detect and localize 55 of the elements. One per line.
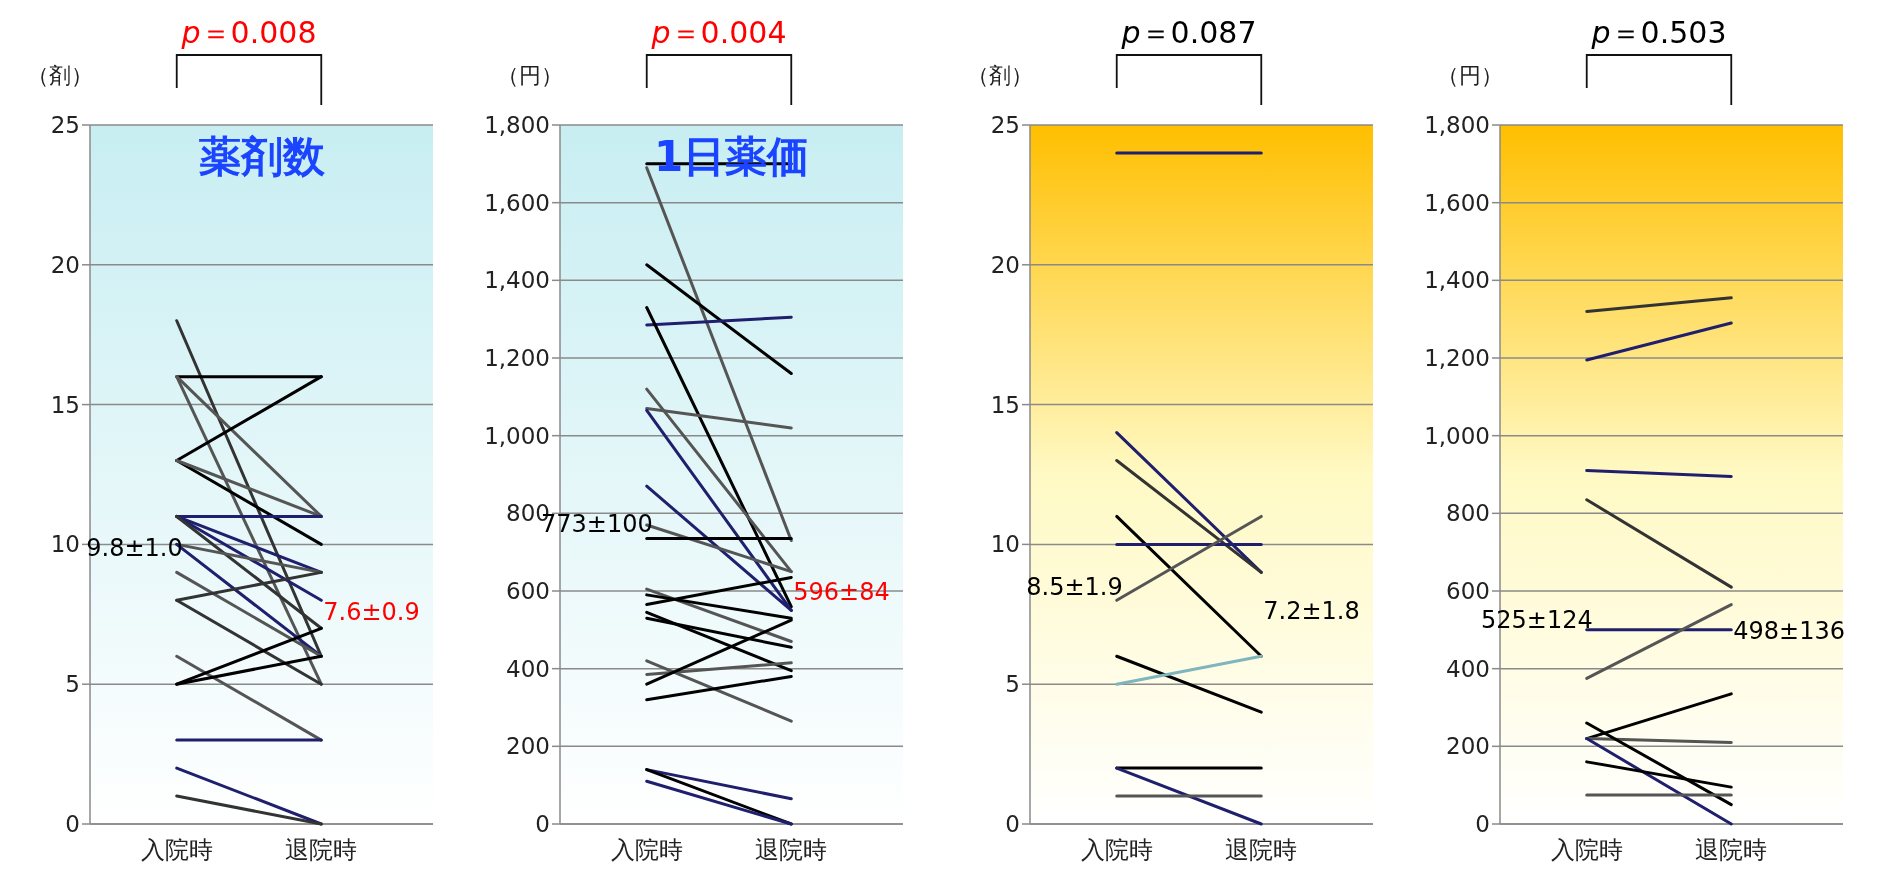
y-tick-label: 1,800 [1424, 112, 1490, 139]
y-tick-label: 400 [1446, 655, 1490, 682]
annotation: 525±124 [1480, 605, 1593, 634]
x-tick-label: 退院時 [1225, 836, 1298, 864]
text: p＝0.008 [180, 15, 317, 50]
annotation: 596±84 [793, 578, 890, 607]
y-tick-label: 600 [506, 578, 550, 605]
y-tick-label: 20 [990, 251, 1020, 278]
y-tick-label: 200 [1446, 733, 1490, 760]
annotation: 7.2±1.8 [1263, 597, 1360, 626]
y-tick-label: 200 [506, 733, 550, 760]
y-tick-label: 15 [50, 391, 80, 418]
x-tick-label: 入院時 [1080, 836, 1153, 864]
x-tick-label: 入院時 [140, 836, 213, 864]
x-tick-label: 入院時 [1550, 836, 1623, 864]
x-tick-label: 入院時 [610, 836, 683, 864]
y-tick-label: 0 [65, 811, 80, 838]
y-tick-label: 1,000 [1424, 422, 1490, 449]
y-tick-label: 25 [50, 112, 80, 139]
annotation: 9.8±1.0 [86, 534, 183, 563]
chart-title: 薬剤数 [198, 132, 326, 181]
y-tick-label: 20 [50, 251, 80, 278]
y-tick-label: 1,200 [1424, 345, 1490, 372]
y-axis-title: （剤） [27, 63, 93, 88]
y-tick-label: 0 [1475, 811, 1490, 838]
annotation: 8.5±1.9 [1026, 572, 1123, 601]
y-tick-label: 25 [990, 112, 1020, 139]
y-tick-label: 1,800 [484, 112, 550, 139]
y-axis-title: （円） [1437, 63, 1503, 88]
text: p＝0.087 [1120, 15, 1257, 50]
y-tick-label: 1,600 [1424, 189, 1490, 216]
x-tick-label: 退院時 [755, 836, 828, 864]
y-axis-title: （剤） [967, 63, 1033, 88]
y-tick-label: 600 [1446, 578, 1490, 605]
y-tick-label: 800 [1446, 500, 1490, 527]
y-tick-label: 5 [1005, 671, 1020, 698]
y-tick-label: 5 [65, 671, 80, 698]
y-tick-label: 400 [506, 655, 550, 682]
y-tick-label: 1,200 [484, 345, 550, 372]
annotation: 498±136 [1733, 616, 1846, 645]
y-tick-label: 1,400 [484, 267, 550, 294]
y-tick-label: 0 [535, 811, 550, 838]
y-tick-label: 1,400 [1424, 267, 1490, 294]
y-tick-label: 1,000 [484, 422, 550, 449]
text: p＝0.004 [650, 15, 787, 50]
y-tick-label: 1,600 [484, 189, 550, 216]
y-axis-title: （円） [497, 63, 563, 88]
x-tick-label: 退院時 [285, 836, 358, 864]
annotation: 7.6±0.9 [323, 597, 420, 626]
x-tick-label: 退院時 [1695, 836, 1768, 864]
y-tick-label: 0 [1005, 811, 1020, 838]
text: p＝0.503 [1590, 15, 1727, 50]
y-tick-label: 15 [990, 391, 1020, 418]
y-tick-label: 10 [990, 531, 1020, 558]
y-tick-label: 10 [50, 531, 80, 558]
